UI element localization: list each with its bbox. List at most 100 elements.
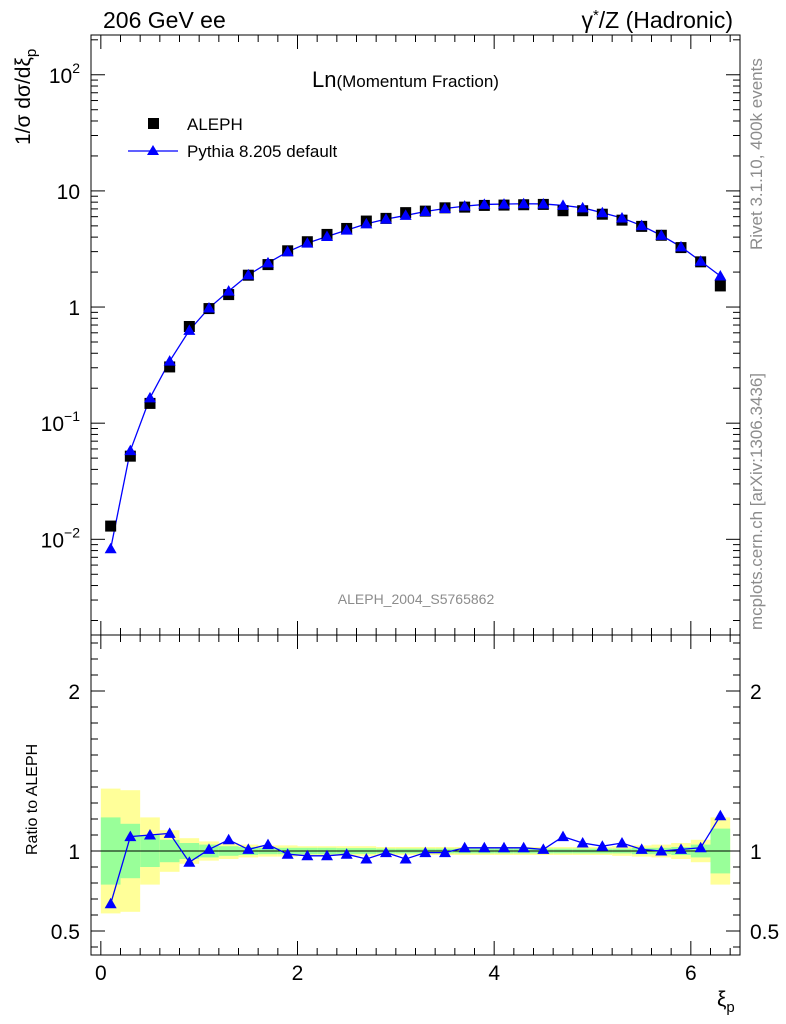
pythia-point	[399, 209, 412, 220]
ratio-y-tick-label: 0.5	[51, 921, 80, 944]
ratio-point	[596, 840, 609, 851]
pythia-point	[144, 391, 156, 403]
pythia-point	[675, 240, 687, 252]
ratio-point	[203, 843, 215, 854]
pythia-point	[124, 444, 137, 456]
main-y-tick-label-exp: 2	[72, 60, 80, 76]
header-rest: /Z (Hadronic)	[599, 7, 733, 33]
pythia-point	[242, 268, 255, 280]
pythia-point	[478, 198, 491, 209]
ratio-point	[655, 845, 668, 856]
main-y-tick-label-base: 1	[68, 297, 80, 320]
ratio-point	[458, 841, 471, 853]
ratio-point	[242, 843, 255, 854]
ratio-point	[380, 846, 392, 858]
ratio-point	[517, 841, 530, 853]
pythia-point	[301, 237, 314, 248]
watermark: ALEPH_2004_S5765862	[338, 591, 495, 607]
ratio-point	[557, 830, 569, 842]
ratio-point	[576, 837, 589, 848]
pythia-point	[557, 199, 569, 210]
pythia-point	[360, 217, 373, 229]
ratio-point	[321, 849, 333, 861]
pythia-point	[321, 230, 333, 241]
main-y-tick-label-base: 10	[41, 413, 64, 436]
aleph-point	[124, 450, 136, 462]
header-gamma: γ	[581, 7, 593, 33]
ratio-x-label-text: ξ	[717, 988, 726, 1011]
ratio-point	[281, 848, 294, 859]
main-y-tick-label-exp: −1	[64, 408, 80, 424]
ratio-point	[616, 837, 628, 848]
ratio-y-tick-label: 2	[68, 681, 80, 704]
main-y-tick-label: 10−2	[41, 524, 81, 552]
main-y-label: 1/σ dσ/dξp	[12, 49, 40, 145]
x-tick-label: 0	[95, 962, 107, 985]
ratio-point	[340, 848, 353, 859]
ratio-point	[262, 838, 274, 850]
x-tick-label: 4	[488, 962, 500, 985]
ratio-point	[675, 843, 687, 854]
plot-title: Ln(Momentum Fraction)	[312, 67, 499, 92]
ratio-point	[360, 853, 373, 864]
ratio-y-tick-label-right: 2	[750, 681, 762, 704]
ratio-y-ticks: 0.5 0.5 1 1 2 2	[51, 642, 779, 948]
ratio-point	[498, 841, 510, 853]
pythia-point	[203, 302, 215, 313]
main-y-tick-label: 10	[57, 181, 80, 204]
ratio-point	[478, 841, 491, 853]
x-tick-label: 2	[292, 962, 304, 985]
main-y-tick-label: 1	[68, 297, 80, 320]
ratio-point	[301, 849, 314, 861]
ratio-point	[419, 846, 432, 858]
pythia-point	[517, 197, 530, 209]
main-y-tick-label-exp: −2	[64, 524, 80, 540]
pythia-point	[104, 542, 117, 554]
aleph-point	[714, 280, 726, 292]
ratio-panel: 0 2 4 6 0.5 0.5 1 1 2 2 Ratio to ALEPH ξp	[24, 634, 779, 1016]
pythia-point	[576, 201, 589, 213]
main-y-tick-label-base: 10	[49, 65, 72, 88]
pythia-point	[380, 213, 392, 224]
plot-title-main: Ln	[312, 67, 336, 92]
pythia-point	[498, 198, 510, 209]
aleph-point	[164, 361, 176, 373]
ratio-point	[222, 833, 235, 845]
pythia-point	[222, 285, 235, 296]
ratio-y-tick-label-right: 1	[750, 841, 762, 864]
pythia-point	[635, 219, 648, 231]
main-y-label-sub: p	[23, 49, 40, 57]
pythia-point	[419, 205, 432, 216]
ratio-point	[537, 843, 550, 854]
legend-label-pythia: Pythia 8.205 default	[187, 142, 338, 161]
main-y-tick-label-base: 10	[57, 181, 80, 204]
pythia-point	[714, 270, 727, 281]
main-y-tick-label: 10−1	[41, 408, 81, 436]
header-right: γ*/Z (Hadronic)	[581, 7, 733, 33]
ratio-point	[144, 829, 156, 840]
pythia-point	[458, 200, 471, 211]
pythia-point	[596, 206, 609, 218]
ratio-point	[183, 856, 196, 867]
pythia-point	[537, 197, 550, 209]
ratio-x-ticks: 0 2 4 6	[95, 635, 731, 985]
ratio-marks	[104, 809, 727, 909]
ratio-y-tick-label: 1	[68, 841, 80, 864]
pythia-point	[694, 255, 707, 266]
main-y-label-text: 1/σ dσ/dξ	[12, 57, 35, 145]
ratio-point	[694, 841, 707, 853]
ratio-point	[163, 827, 176, 838]
legend: ALEPH Pythia 8.205 default	[128, 115, 338, 161]
header-left: 206 GeV ee	[103, 7, 226, 33]
x-tick-label: 6	[685, 962, 697, 985]
ratio-y-label: Ratio to ALEPH	[24, 744, 41, 855]
legend-marker-pythia	[147, 145, 159, 155]
main-y-tick-label: 102	[49, 60, 80, 88]
ratio-point	[124, 830, 137, 842]
plot-title-sub: (Momentum Fraction)	[336, 72, 498, 91]
main-marks	[104, 197, 727, 554]
mcplots-label: mcplots.cern.ch [arXiv:1306.3436]	[747, 373, 766, 630]
pythia-point	[183, 324, 196, 335]
